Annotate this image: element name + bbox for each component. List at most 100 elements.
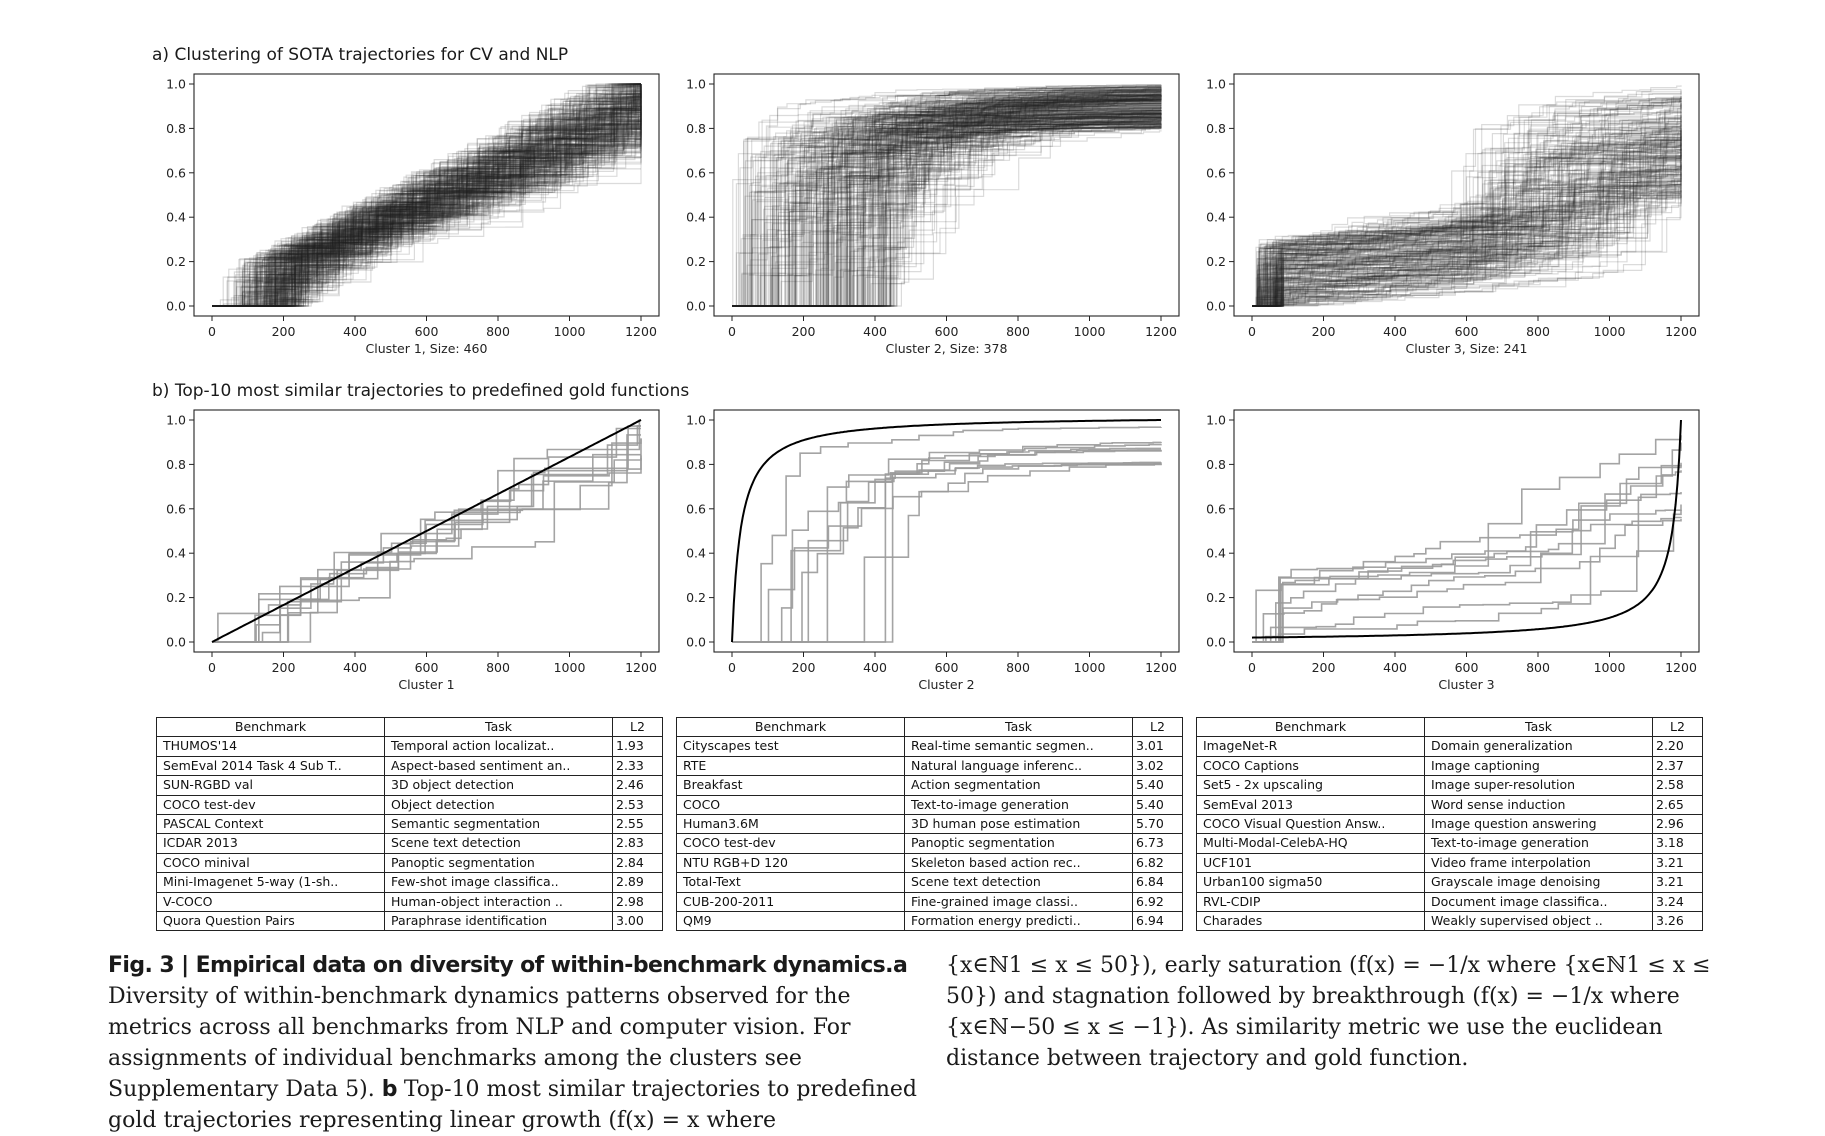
trajectory-line bbox=[732, 126, 1162, 307]
trajectory-line bbox=[732, 125, 1162, 307]
trajectory-line bbox=[212, 84, 642, 307]
trajectory-line bbox=[212, 94, 641, 307]
trajectory-line bbox=[212, 119, 641, 307]
task-cell: Formation energy predicti.. bbox=[904, 911, 1133, 932]
trajectory-line bbox=[732, 123, 1162, 307]
trajectory-line bbox=[732, 123, 1162, 307]
trajectory-line bbox=[732, 120, 1161, 307]
trajectory-line bbox=[212, 86, 642, 307]
trajectory-line bbox=[732, 122, 1161, 307]
trajectory-line bbox=[1252, 173, 1682, 307]
trajectory-line bbox=[1252, 177, 1682, 307]
y-tick-label: 1.0 bbox=[166, 413, 186, 428]
trajectory-line bbox=[1252, 193, 1682, 307]
trajectory-line bbox=[1252, 133, 1682, 307]
trajectory-line bbox=[732, 101, 1162, 307]
x-tick-label: 400 bbox=[1383, 324, 1407, 339]
trajectory-line bbox=[212, 111, 641, 307]
trajectory-line bbox=[732, 119, 1161, 307]
trajectory-line bbox=[212, 110, 641, 307]
task-cell: 3D object detection bbox=[384, 775, 613, 796]
benchmark-cell: V-COCO bbox=[156, 891, 385, 913]
trajectory-line bbox=[732, 118, 1162, 307]
trajectory-line bbox=[732, 89, 1161, 307]
trajectory-line bbox=[732, 95, 1162, 307]
trajectory-line bbox=[732, 93, 1162, 307]
trajectory-line bbox=[212, 112, 641, 307]
trajectory-line bbox=[732, 108, 1161, 307]
table-header-cell: Task bbox=[904, 716, 1133, 738]
trajectory-line bbox=[212, 88, 641, 307]
trajectory-line bbox=[732, 115, 1161, 307]
x-axis-label: Cluster 2 bbox=[918, 677, 974, 692]
trajectory-line bbox=[212, 93, 641, 307]
trajectory-line bbox=[1252, 127, 1682, 307]
trajectory-line bbox=[1252, 179, 1682, 307]
trajectory-line bbox=[732, 450, 1162, 643]
trajectory-line bbox=[1252, 138, 1682, 307]
trajectory-line bbox=[732, 94, 1162, 307]
trajectory-line bbox=[212, 84, 642, 307]
trajectory-line bbox=[1252, 159, 1682, 307]
trajectory-line bbox=[212, 83, 641, 307]
trajectory-line bbox=[1252, 462, 1682, 643]
trajectory-line bbox=[212, 152, 641, 307]
benchmark-cell: Multi-Modal-CelebA-HQ bbox=[1196, 833, 1425, 854]
trajectory-line bbox=[212, 84, 642, 307]
trajectory-line bbox=[212, 95, 641, 307]
benchmark-cell: UCF101 bbox=[1196, 852, 1425, 874]
trajectory-line bbox=[732, 91, 1161, 307]
trajectory-line bbox=[1252, 154, 1682, 307]
trajectory-line bbox=[732, 109, 1162, 307]
trajectory-line bbox=[212, 89, 642, 307]
trajectory-line bbox=[732, 113, 1161, 307]
trajectory-line bbox=[1252, 154, 1682, 307]
trajectory-line bbox=[732, 113, 1162, 307]
trajectory-line bbox=[1252, 139, 1682, 307]
trajectory-line bbox=[212, 126, 641, 307]
trajectory-line bbox=[1252, 186, 1682, 307]
x-tick-label: 0 bbox=[728, 660, 736, 675]
trajectory-line bbox=[1252, 183, 1682, 307]
trajectory-line bbox=[1252, 162, 1682, 307]
trajectory-line bbox=[212, 97, 641, 307]
trajectory-line bbox=[212, 92, 641, 307]
trajectory-line bbox=[212, 106, 642, 307]
benchmark-cell: Urban100 sigma50 bbox=[1196, 872, 1425, 893]
x-axis-label: Cluster 3 bbox=[1438, 677, 1494, 692]
trajectory-line bbox=[1252, 149, 1682, 307]
trajectory-line bbox=[1252, 97, 1682, 307]
table-row: Total-Text Scene text detection 6.84 bbox=[676, 872, 1183, 893]
trajectory-line bbox=[732, 127, 1162, 307]
trajectory-line bbox=[212, 115, 641, 307]
trajectory-line bbox=[732, 104, 1162, 307]
trajectory-line bbox=[1252, 184, 1682, 307]
x-tick-label: 1000 bbox=[1074, 324, 1106, 339]
trajectory-line bbox=[1252, 138, 1682, 307]
trajectory-line bbox=[732, 125, 1162, 307]
trajectory-line bbox=[1252, 88, 1682, 307]
trajectory-line bbox=[212, 116, 641, 307]
trajectory-line bbox=[732, 93, 1162, 307]
trajectory-line bbox=[1252, 193, 1682, 307]
trajectory-line bbox=[212, 83, 641, 307]
trajectory-line bbox=[732, 123, 1162, 307]
trajectory-line bbox=[1252, 135, 1682, 307]
trajectory-line bbox=[1252, 185, 1682, 307]
plot-b-cluster-2: 0.0 0.2 0.4 0.6 0.8 1.0 0 200 400 600 800 1000 1200 C… bbox=[660, 409, 1180, 720]
x-tick-label: 1200 bbox=[625, 324, 657, 339]
trajectory-line bbox=[1252, 156, 1682, 307]
trajectory-line bbox=[1252, 442, 1682, 643]
task-cell: Video frame interpolation bbox=[1424, 852, 1653, 874]
trajectory-line bbox=[732, 116, 1162, 307]
trajectory-line bbox=[212, 83, 641, 307]
trajectory-line bbox=[212, 128, 641, 307]
trajectory-line bbox=[1252, 150, 1681, 307]
trajectory-line bbox=[1252, 100, 1682, 307]
trajectory-line bbox=[1252, 90, 1682, 307]
table-row: COCO Text-to-image generation 5.40 bbox=[676, 794, 1183, 816]
trajectory-line bbox=[732, 107, 1162, 307]
trajectory-line bbox=[1252, 89, 1682, 307]
plot-lines bbox=[212, 83, 642, 307]
y-tick-label: 0.6 bbox=[1206, 501, 1226, 516]
